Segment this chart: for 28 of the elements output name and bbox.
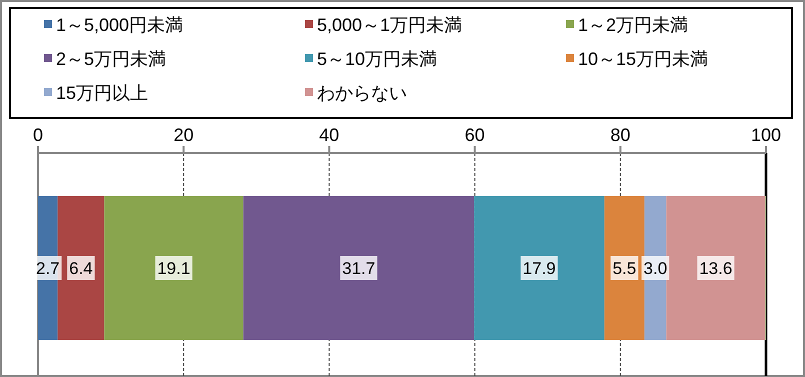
legend-label: 2～5万円未満 [56, 49, 166, 69]
data-label: 31.7 [342, 259, 376, 278]
bar [104, 196, 244, 340]
data-label: 13.6 [699, 259, 732, 278]
legend-label: 5～10万円未満 [317, 49, 438, 69]
x-tick-label: 60 [464, 125, 485, 145]
x-tick-label: 100 [750, 125, 782, 145]
x-tick-label: 0 [32, 125, 44, 145]
bar [474, 196, 604, 340]
bar [243, 196, 474, 340]
legend-label: 15万円以上 [56, 83, 148, 103]
x-tick-label: 40 [319, 125, 340, 145]
legend-label: 5,000～1万円未満 [317, 15, 462, 35]
bar [604, 196, 644, 340]
data-label: 2.7 [36, 259, 60, 278]
data-label: 17.9 [522, 259, 556, 278]
legend-label: わからない [317, 83, 407, 103]
bar [666, 196, 766, 340]
data-label: 6.4 [69, 259, 93, 278]
data-label: 5.5 [612, 259, 636, 278]
data-label: 19.1 [157, 259, 190, 278]
legend-label: 1～5,000円未満 [56, 15, 184, 35]
x-tick-label: 20 [174, 125, 194, 145]
x-tick-label: 80 [610, 125, 630, 145]
bar [58, 196, 104, 340]
data-label: 3.0 [644, 259, 668, 278]
legend-label: 1～2万円未満 [578, 15, 688, 35]
legend-label: 10～15万円未満 [578, 49, 708, 69]
